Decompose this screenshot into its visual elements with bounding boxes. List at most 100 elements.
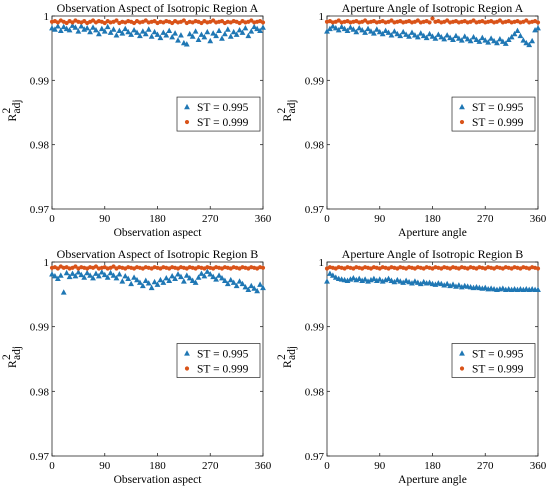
data-point-triangle <box>426 30 433 37</box>
x-tick-label: 90 <box>374 460 386 472</box>
data-point-triangle <box>341 25 348 32</box>
data-point-triangle <box>335 26 342 33</box>
data-point-triangle <box>54 275 61 282</box>
chart-title: Observation Aspect of Isotropic Region B <box>57 247 259 261</box>
data-point-triangle <box>98 269 105 275</box>
legend-label: ST = 0.999 <box>472 363 524 375</box>
data-point-triangle <box>172 30 178 36</box>
data-point-circle <box>535 20 541 25</box>
x-tick-label: 360 <box>255 460 272 472</box>
data-point-triangle <box>75 269 82 275</box>
data-point-triangle <box>122 25 129 32</box>
x-tick-label: 0 <box>49 460 55 472</box>
x-axis-label: Aperture angle <box>398 227 467 239</box>
data-point-triangle <box>520 37 527 43</box>
data-point-triangle <box>338 23 345 30</box>
data-point-triangle <box>350 26 357 32</box>
data-point-triangle <box>207 37 214 44</box>
data-point-triangle <box>450 36 456 43</box>
data-point-triangle <box>251 23 258 30</box>
data-point-triangle <box>362 276 368 282</box>
data-point-triangle <box>523 39 530 46</box>
data-point-triangle <box>248 282 255 289</box>
data-point-triangle <box>260 24 266 30</box>
data-point-triangle <box>526 41 533 48</box>
data-point-triangle <box>54 23 61 29</box>
data-point-triangle <box>216 272 222 278</box>
data-point-triangle <box>72 24 79 30</box>
data-point-triangle <box>236 26 243 33</box>
data-point-triangle <box>78 23 85 29</box>
data-point-triangle <box>403 277 410 283</box>
legend: ST = 0.995 ST = 0.999 <box>176 96 261 132</box>
data-point-triangle <box>142 277 149 283</box>
series-2 <box>49 264 266 271</box>
data-point-triangle <box>391 28 398 34</box>
data-point-triangle <box>52 26 58 32</box>
data-point-triangle <box>458 37 465 43</box>
legend-label: ST = 0.999 <box>472 117 524 129</box>
x-tick-label: 360 <box>530 460 547 472</box>
data-point-triangle <box>122 273 129 279</box>
data-point-triangle <box>134 29 140 35</box>
data-point-triangle <box>104 274 111 280</box>
data-point-triangle <box>388 32 395 38</box>
data-point-triangle <box>332 25 339 31</box>
y-axis-label-sup: 2 <box>276 108 288 114</box>
data-point-triangle <box>145 26 152 32</box>
legend-marker-triangle <box>459 103 465 110</box>
data-point-triangle <box>137 279 143 285</box>
data-point-triangle <box>482 284 489 291</box>
data-point-triangle <box>455 282 462 288</box>
data-point-triangle <box>251 285 258 291</box>
data-point-triangle <box>379 30 386 37</box>
data-point-triangle <box>470 34 477 40</box>
data-point-triangle <box>260 284 266 291</box>
data-point-triangle <box>368 28 374 34</box>
data-point-triangle <box>166 277 173 283</box>
y-axis-label-sub: adj <box>11 99 23 113</box>
data-point-triangle <box>376 28 383 35</box>
data-point-triangle <box>151 28 158 35</box>
data-point-triangle <box>254 25 261 32</box>
data-point-triangle <box>391 278 398 285</box>
data-point-triangle <box>412 278 418 284</box>
data-point-triangle <box>69 270 76 276</box>
data-point-triangle <box>166 27 173 33</box>
data-point-triangle <box>499 38 506 44</box>
data-point-triangle <box>224 280 231 287</box>
data-point-triangle <box>362 29 368 35</box>
data-point-triangle <box>222 277 228 283</box>
data-point-triangle <box>447 34 453 41</box>
data-point-triangle <box>198 31 205 37</box>
data-point-triangle <box>365 25 371 32</box>
data-point-triangle <box>344 27 351 33</box>
legend-marker-triangle <box>459 350 465 356</box>
data-point-triangle <box>350 274 357 281</box>
data-point-triangle <box>110 26 117 32</box>
legend-label: ST = 0.995 <box>197 102 249 114</box>
data-point-triangle <box>60 289 67 295</box>
data-point-triangle <box>254 287 261 294</box>
data-point-triangle <box>110 272 117 278</box>
data-point-triangle <box>66 273 73 280</box>
data-point-triangle <box>356 25 363 31</box>
data-point-triangle <box>72 273 79 279</box>
series-1 <box>49 22 266 47</box>
legend-marker-triangle <box>184 350 190 356</box>
data-point-triangle <box>233 31 240 37</box>
data-point-triangle <box>107 269 114 276</box>
data-point-triangle <box>409 29 415 35</box>
data-point-triangle <box>186 274 193 281</box>
y-axis-label-sup: 2 <box>1 108 13 114</box>
data-point-triangle <box>532 26 538 33</box>
x-tick-label: 360 <box>530 213 547 225</box>
legend: ST = 0.995 ST = 0.999 <box>176 343 261 378</box>
data-point-triangle <box>406 278 412 285</box>
data-point-triangle <box>87 28 93 35</box>
data-point-triangle <box>403 31 410 37</box>
data-point-triangle <box>52 273 58 279</box>
data-point-triangle <box>57 27 64 33</box>
